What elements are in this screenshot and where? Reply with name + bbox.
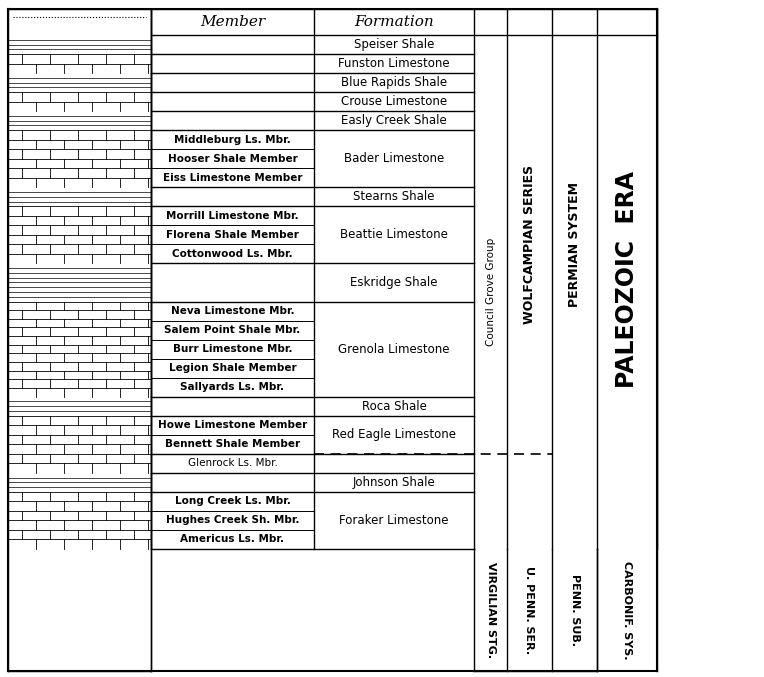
Text: Johnson Shale: Johnson Shale [353,476,435,489]
Text: Crouse Limestone: Crouse Limestone [341,95,447,108]
Text: Red Eagle Limestone: Red Eagle Limestone [332,429,456,441]
Text: Blue Rapids Shale: Blue Rapids Shale [341,76,447,89]
Text: Eiss Limestone Member: Eiss Limestone Member [163,173,303,183]
Text: Bennett Shale Member: Bennett Shale Member [165,439,300,450]
Text: Cottonwood Ls. Mbr.: Cottonwood Ls. Mbr. [172,249,293,259]
Text: Hooser Shale Member: Hooser Shale Member [167,154,297,164]
Text: Neva Limestone Mbr.: Neva Limestone Mbr. [170,306,294,316]
Text: Florena Shale Member: Florena Shale Member [166,230,299,240]
Text: Member: Member [200,15,265,29]
Text: WOLFCAMPIAN SERIES: WOLFCAMPIAN SERIES [523,165,536,324]
Text: Easly Creek Shale: Easly Creek Shale [341,114,447,127]
Text: Roca Shale: Roca Shale [361,399,426,413]
Text: Glenrock Ls. Mbr.: Glenrock Ls. Mbr. [188,458,277,468]
Text: Council Grove Group: Council Grove Group [485,238,496,346]
Text: Howe Limestone Member: Howe Limestone Member [158,420,307,431]
Text: Morrill Limestone Mbr.: Morrill Limestone Mbr. [167,211,299,221]
Text: Burr Limestone Mbr.: Burr Limestone Mbr. [173,344,293,354]
Text: Long Creek Ls. Mbr.: Long Creek Ls. Mbr. [174,496,290,506]
Text: Middleburg Ls. Mbr.: Middleburg Ls. Mbr. [174,135,291,145]
Text: U. PENN. SER.: U. PENN. SER. [525,566,535,654]
Text: Grenola Limestone: Grenola Limestone [338,343,450,355]
Text: CARBONIF. SYS.: CARBONIF. SYS. [622,561,632,659]
Text: Funston Limestone: Funston Limestone [338,57,450,70]
Text: Bader Limestone: Bader Limestone [344,152,444,165]
Text: Salem Point Shale Mbr.: Salem Point Shale Mbr. [164,325,300,335]
Text: Formation: Formation [354,15,434,29]
Text: VIRGILIAN STG.: VIRGILIAN STG. [485,562,496,658]
Text: PALEOZOIC  ERA: PALEOZOIC ERA [615,171,639,387]
Text: Americus Ls. Mbr.: Americus Ls. Mbr. [180,534,284,544]
Text: PENN. SUB.: PENN. SUB. [569,574,580,646]
Text: PERMIAN SYSTEM: PERMIAN SYSTEM [568,182,581,307]
Text: Sallyards Ls. Mbr.: Sallyards Ls. Mbr. [180,383,284,392]
Text: Foraker Limestone: Foraker Limestone [339,514,448,527]
Text: Hughes Creek Sh. Mbr.: Hughes Creek Sh. Mbr. [166,515,299,525]
Text: Beattie Limestone: Beattie Limestone [340,228,448,242]
Text: Legion Shale Member: Legion Shale Member [169,363,296,373]
Text: Stearns Shale: Stearns Shale [353,190,435,203]
Text: Eskridge Shale: Eskridge Shale [350,276,438,289]
Text: Speiser Shale: Speiser Shale [354,38,434,51]
